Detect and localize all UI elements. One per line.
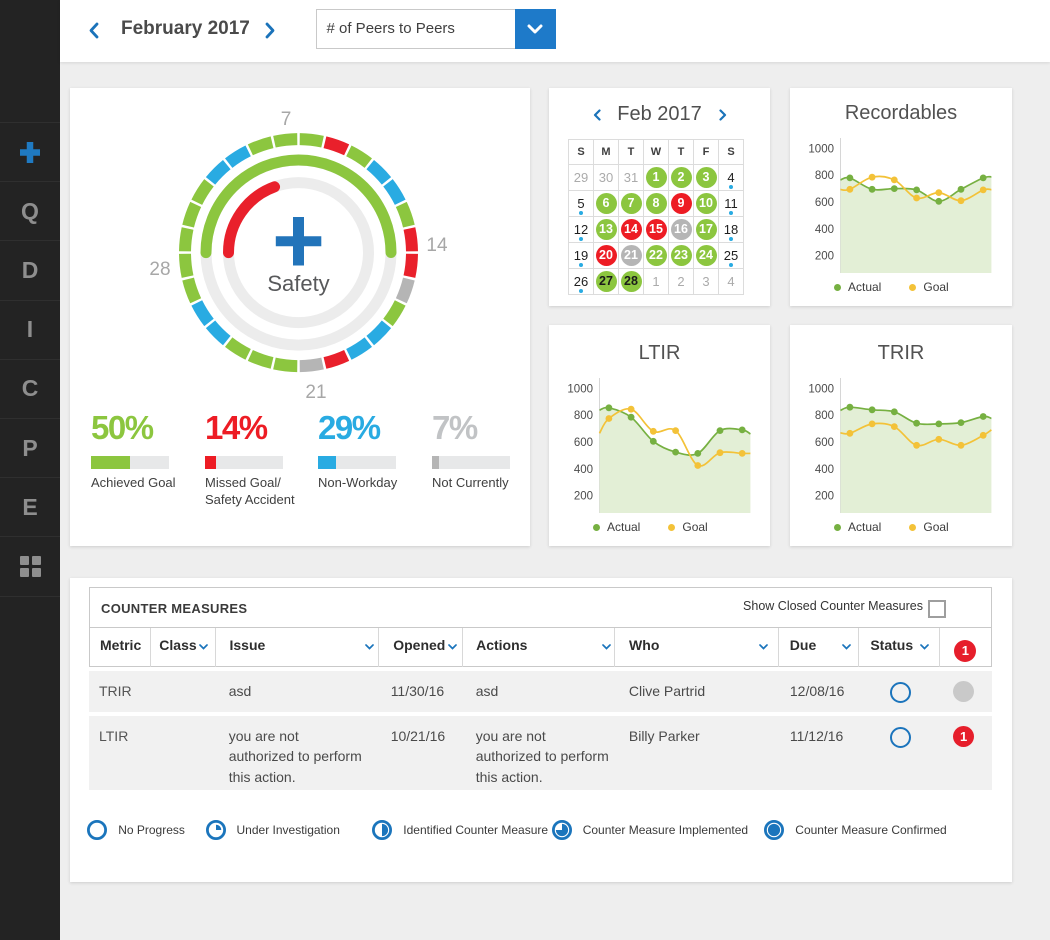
svg-text:1000: 1000	[808, 143, 834, 155]
svg-text:600: 600	[815, 437, 834, 449]
svg-text:600: 600	[815, 197, 834, 209]
svg-text:1000: 1000	[808, 383, 834, 395]
svg-text:200: 200	[815, 491, 834, 503]
svg-text:400: 400	[815, 464, 834, 476]
svg-text:200: 200	[815, 251, 834, 263]
svg-text:28: 28	[149, 259, 170, 280]
svg-text:Safety: Safety	[267, 271, 329, 296]
svg-text:1000: 1000	[567, 383, 593, 395]
svg-text:7: 7	[281, 109, 292, 130]
svg-text:400: 400	[815, 224, 834, 236]
svg-text:200: 200	[574, 491, 593, 503]
svg-text:400: 400	[574, 464, 593, 476]
svg-text:600: 600	[574, 437, 593, 449]
svg-text:800: 800	[815, 410, 834, 422]
svg-text:21: 21	[305, 382, 326, 403]
svg-text:800: 800	[815, 170, 834, 182]
svg-text:14: 14	[426, 235, 448, 256]
svg-text:800: 800	[574, 410, 593, 422]
